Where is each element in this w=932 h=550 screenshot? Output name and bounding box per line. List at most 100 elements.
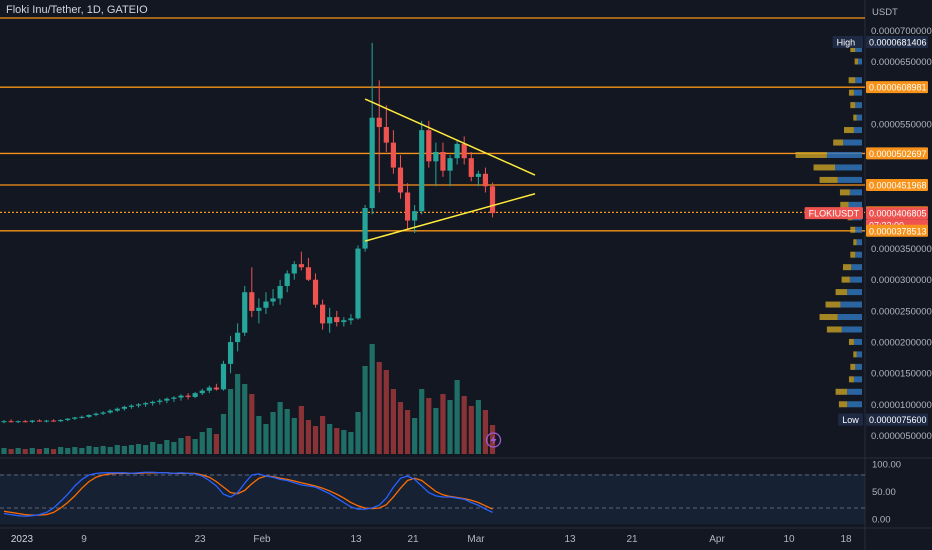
x-tick-label: 13	[350, 534, 362, 545]
volume-bar	[50, 449, 57, 454]
volume-bar	[383, 370, 389, 454]
price-tag-value: 0.0000378513	[869, 226, 927, 236]
volume-bar	[355, 412, 361, 454]
volume-bar	[15, 448, 21, 454]
volume-bar	[475, 400, 481, 454]
x-tick-label: 10	[783, 534, 795, 545]
volume-profile-bar	[853, 114, 857, 121]
volume-bar	[376, 362, 382, 454]
volume-profile-bar	[848, 89, 854, 96]
lightning-icon	[485, 432, 502, 448]
volume-profile-bar	[848, 77, 856, 84]
volume-bar	[150, 442, 156, 454]
x-tick-label: Apr	[709, 534, 725, 545]
volume-bar	[447, 400, 453, 454]
volume-bar	[482, 410, 489, 454]
candle-body	[249, 292, 255, 311]
volume-profile-bar	[848, 376, 854, 383]
volume-bar	[227, 389, 234, 454]
volume-profile-bar	[819, 314, 838, 321]
volume-bar	[334, 428, 340, 454]
stochastic-k-line	[3, 471, 493, 517]
volume-profile-bar	[853, 338, 862, 345]
candle-body	[256, 307, 262, 311]
volume-profile-bar	[826, 326, 842, 333]
price-tick-label: 0.0000200000	[871, 338, 932, 349]
candle-body	[397, 167, 404, 193]
volume-profile-bar	[856, 114, 862, 121]
volume-bar	[298, 406, 304, 454]
candle-body	[277, 285, 283, 299]
x-tick-label: 23	[194, 534, 206, 545]
candle-body	[157, 400, 163, 402]
volume-profile-bar	[850, 226, 856, 233]
volume-profile-bar	[835, 164, 862, 171]
volume-bar	[320, 416, 326, 454]
candle-body	[270, 298, 276, 302]
x-tick-label: 21	[626, 534, 638, 545]
volume-bar	[284, 409, 290, 454]
volume-bar	[171, 442, 177, 454]
candle-body	[185, 395, 191, 397]
volume-bar	[256, 416, 262, 454]
volume-bar	[369, 344, 375, 454]
volume-bar	[249, 394, 255, 454]
volume-bar	[426, 398, 432, 454]
candle-body	[86, 414, 92, 417]
candle-body	[291, 264, 297, 274]
volume-bar	[270, 412, 276, 454]
candle-body	[312, 279, 319, 305]
volume-profile-bar	[839, 189, 850, 196]
candle-body	[128, 405, 135, 407]
triangle-upper-line	[364, 98, 536, 176]
candle-body	[1, 421, 7, 423]
x-tick-label: 18	[840, 534, 852, 545]
volume-profile-bar	[838, 401, 848, 408]
volume-profile-bar	[855, 226, 862, 233]
volume-bar	[72, 447, 78, 454]
price-tag	[866, 224, 928, 237]
candle-body	[199, 390, 205, 394]
candle-body	[440, 151, 446, 171]
candle-body	[383, 127, 389, 143]
price-tick-label: 0.0000550000	[871, 119, 932, 130]
volume-bar	[390, 389, 396, 454]
x-tick-label: Mar	[467, 534, 485, 545]
volume-bar	[8, 449, 14, 454]
price-tag	[866, 36, 928, 49]
candle-body	[327, 317, 333, 324]
volume-profile-bar	[837, 314, 862, 321]
volume-bar	[114, 445, 120, 454]
x-tick-label: 21	[407, 534, 419, 545]
volume-profile-bar	[795, 151, 827, 158]
candle-body	[355, 248, 361, 319]
price-tick-label: 0.0000250000	[871, 306, 932, 317]
stochastic-d-line	[3, 472, 493, 516]
stochastic-tick-label: 100.00	[872, 460, 901, 471]
volume-bar	[29, 448, 35, 454]
volume-profile-bar	[853, 239, 857, 246]
candle-body	[65, 418, 71, 420]
candle-body	[390, 142, 396, 168]
volume-bar	[206, 428, 212, 454]
volume-bar	[86, 446, 92, 454]
volume-profile-bar	[857, 58, 862, 65]
price-tick-label: 0.0000350000	[871, 244, 932, 255]
volume-profile-bar	[856, 351, 862, 358]
volume-profile-bar	[855, 251, 862, 258]
price-tick-label: 0.0000050000	[871, 431, 932, 442]
candle-body	[362, 208, 368, 249]
volume-bar	[454, 380, 460, 454]
candle-body	[320, 304, 326, 324]
currency-label: USDT	[872, 7, 898, 18]
volume-profile-bar	[835, 289, 848, 296]
volume-bar	[242, 384, 248, 454]
volume-profile-bar	[853, 351, 857, 358]
volume-bar	[164, 440, 170, 454]
volume-bar	[93, 447, 99, 454]
candle-body	[227, 342, 234, 364]
volume-bar	[461, 396, 467, 454]
x-tick-label: 2023	[11, 534, 34, 545]
